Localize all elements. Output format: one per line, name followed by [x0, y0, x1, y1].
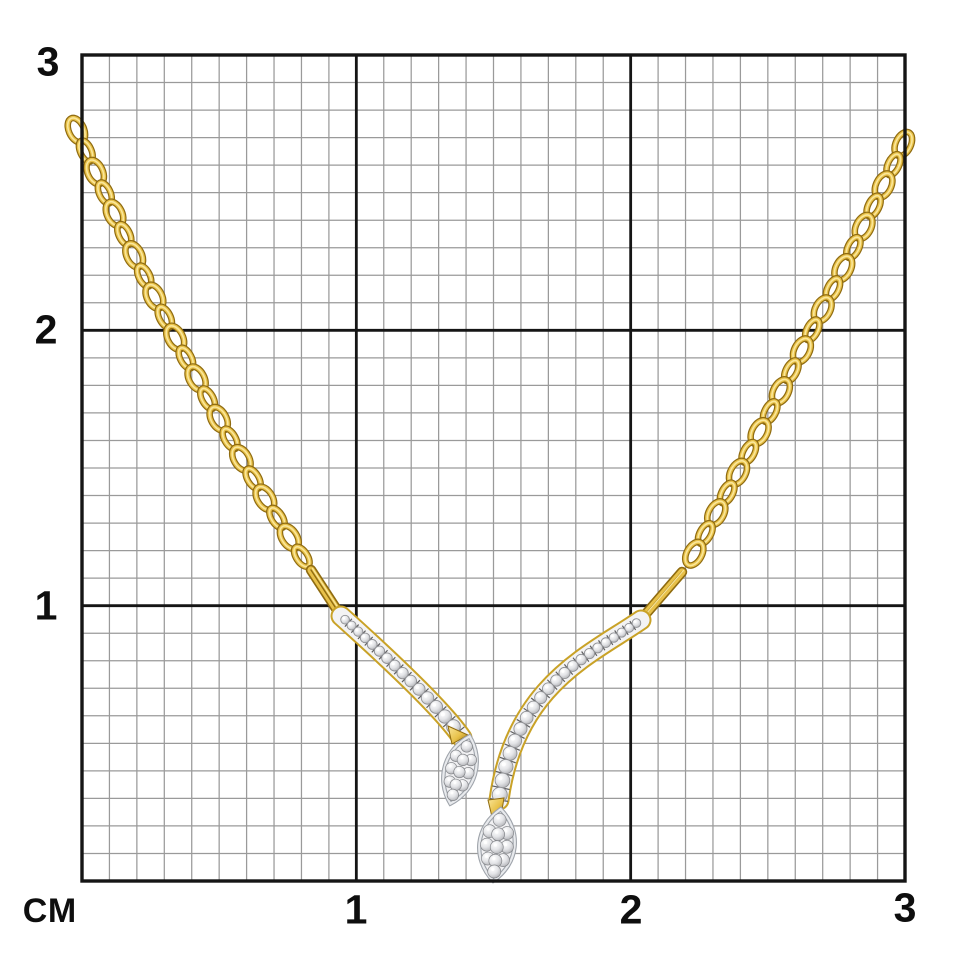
bail-left — [305, 564, 345, 619]
chain-left — [64, 114, 313, 570]
x-axis-tick-2: 2 — [619, 886, 643, 933]
grid-lines — [82, 55, 905, 881]
axis-unit-label: СМ — [22, 892, 78, 930]
diamond-strand-left — [330, 605, 473, 749]
x-axis-tick-1: 1 — [344, 886, 368, 933]
chain-right — [681, 128, 916, 569]
necklace — [64, 114, 916, 884]
gold-wedge-left — [447, 725, 470, 745]
bail-right — [638, 566, 688, 622]
x-axis-tick-3: 3 — [893, 884, 917, 931]
y-axis-tick-2: 2 — [34, 306, 58, 353]
grid-border — [80, 53, 907, 883]
marquise-cluster-left — [441, 733, 479, 807]
diamond-strand-right — [488, 609, 652, 811]
y-axis-tick-1: 1 — [34, 582, 58, 629]
y-axis-tick-3: 3 — [36, 38, 60, 85]
marquise-cluster-bottom — [477, 806, 517, 884]
